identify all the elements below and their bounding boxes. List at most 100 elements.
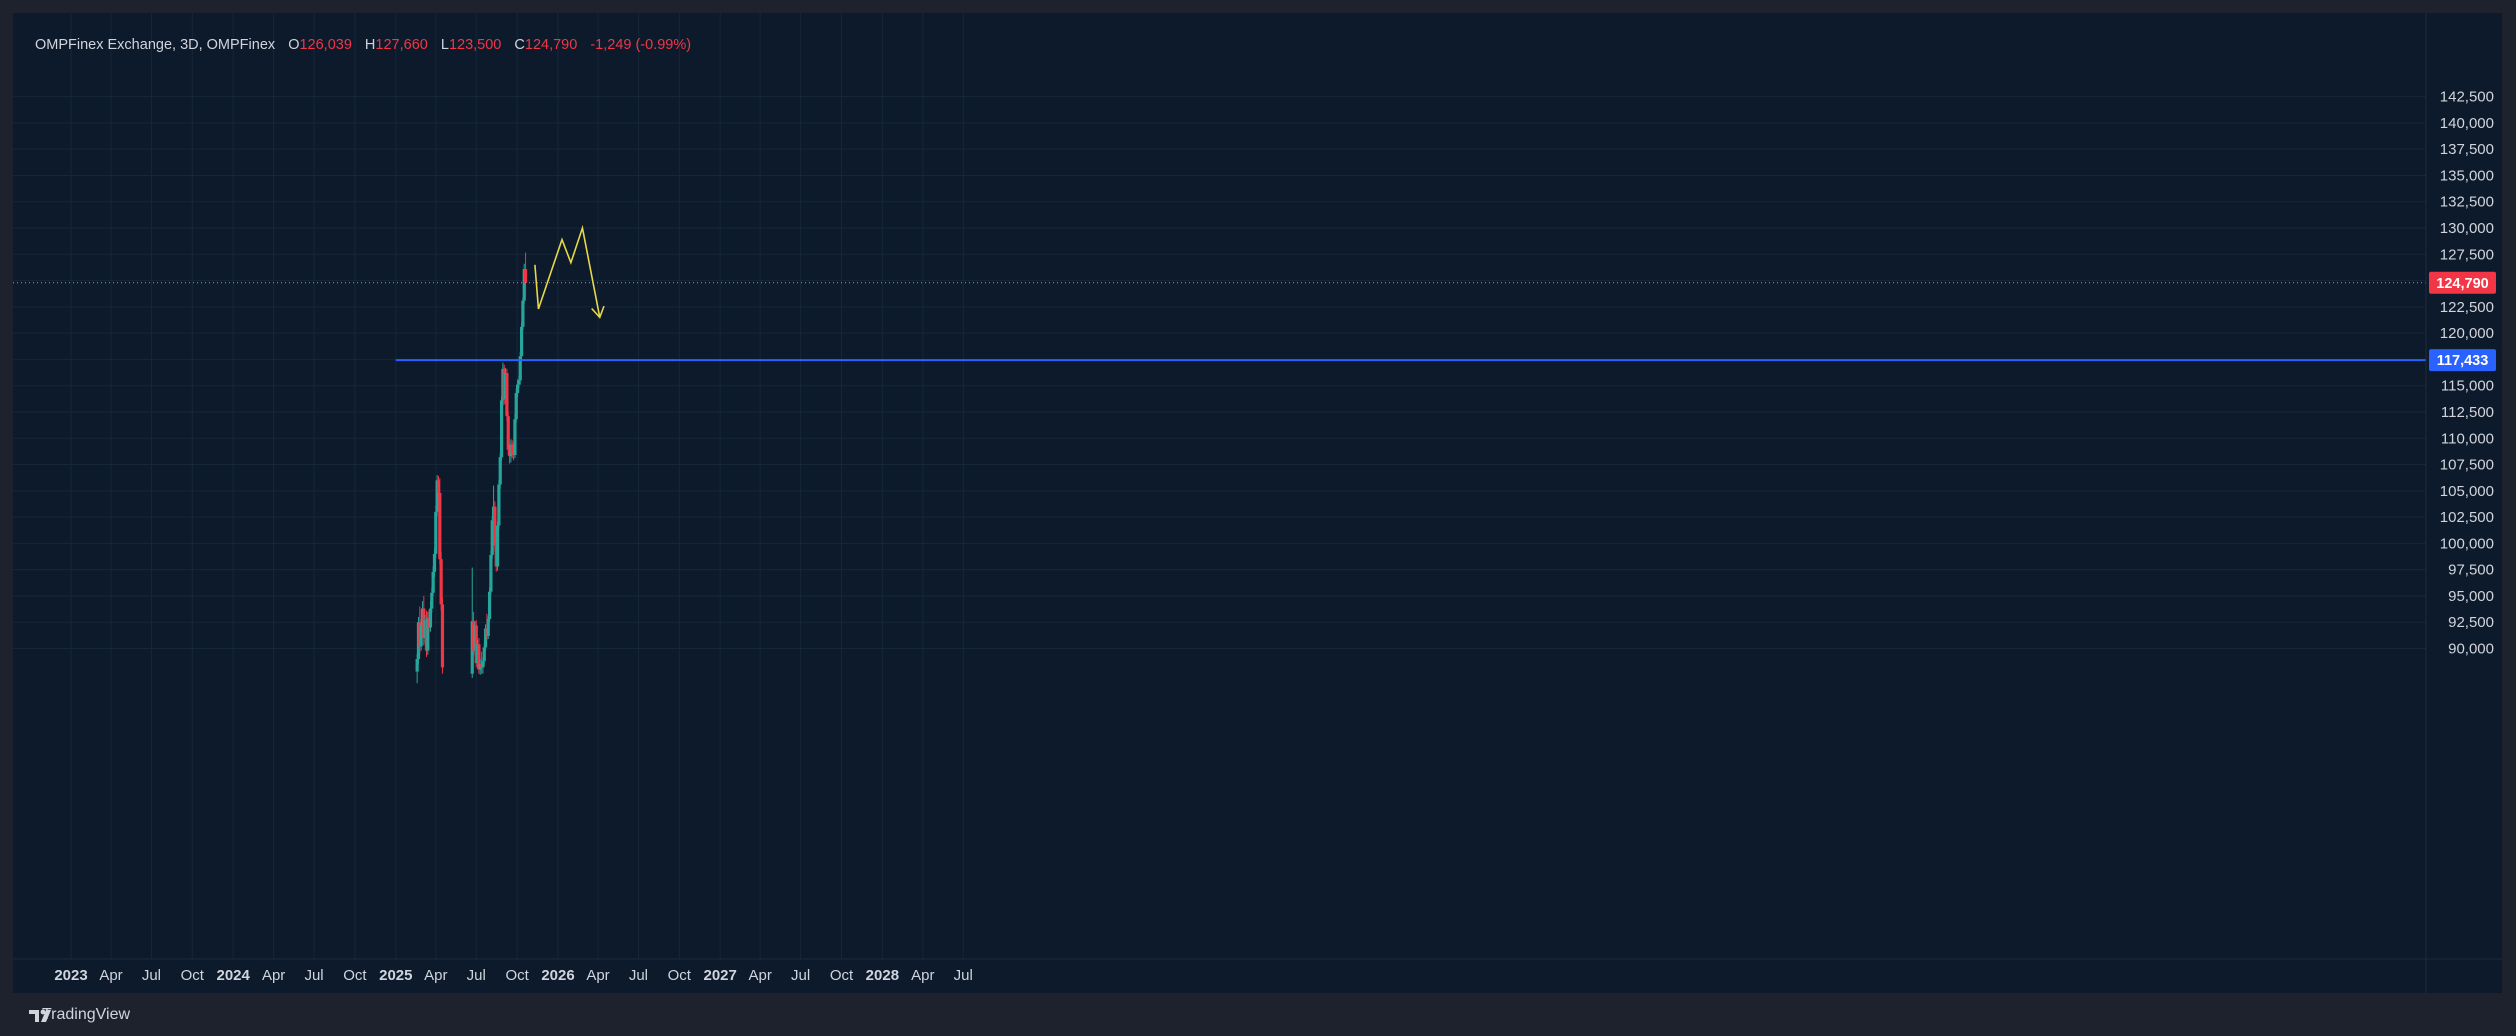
time-tick-label: Jul	[142, 967, 161, 984]
time-tick-label: Jul	[304, 967, 323, 984]
candle-body	[439, 559, 443, 605]
price-tick-label: 107,500	[2440, 457, 2494, 474]
time-tick-label: 2028	[866, 967, 899, 984]
price-tick-label: 110,000	[2441, 430, 2494, 447]
candle-body	[521, 300, 525, 327]
candle-body	[434, 511, 438, 554]
price-tick-label: 95,000	[2448, 588, 2494, 605]
projection-drawing[interactable]	[534, 224, 605, 319]
price-tick-label: 130,000	[2440, 220, 2494, 237]
price-tick-label: 120,000	[2440, 325, 2494, 342]
projection-path[interactable]	[534, 224, 601, 318]
time-tick-label: Oct	[343, 967, 367, 984]
candle-body	[440, 604, 445, 668]
candle-body	[428, 608, 433, 628]
candle-body	[493, 506, 497, 546]
candle-body	[506, 416, 510, 450]
candle-body	[483, 628, 488, 648]
time-tick-label: 2025	[379, 967, 412, 984]
tradingview-logo-icon[interactable]	[13, 1008, 73, 1024]
candle-body	[435, 480, 439, 512]
price-tick-label: 100,000	[2440, 535, 2494, 552]
price-tick-label: 122,500	[2440, 299, 2494, 316]
time-tick-label: Jul	[467, 967, 486, 984]
candle-body	[490, 520, 494, 555]
time-tick-label: Oct	[830, 967, 854, 984]
candle-body	[495, 525, 500, 567]
candle-body	[499, 400, 504, 458]
price-tick-label: 112,500	[2441, 404, 2494, 421]
candle-body	[426, 618, 430, 651]
price-tick-label: 127,500	[2440, 246, 2494, 263]
price-tick-label: 92,500	[2448, 614, 2494, 631]
time-tick-label: 2026	[541, 967, 574, 984]
price-badges: 124,790 117,433	[2429, 271, 2496, 372]
candle-body	[432, 553, 437, 572]
time-tick-label: Oct	[181, 967, 205, 984]
price-tick-label: 132,500	[2440, 194, 2494, 211]
price-tick-label: 90,000	[2448, 641, 2494, 658]
time-tick-label: Oct	[668, 967, 692, 984]
candle-body	[436, 480, 441, 493]
change-value: -1,249 (-0.99%)	[590, 37, 692, 53]
price-lines	[13, 282, 2426, 362]
candle-body	[513, 419, 517, 456]
candle-body	[438, 492, 442, 560]
last-price-badge-label: 124,790	[2436, 276, 2488, 292]
time-tick-label: 2024	[216, 967, 250, 984]
price-tick-label: 140,000	[2440, 115, 2494, 132]
high-label: H	[364, 37, 376, 53]
chart-frame[interactable]: 142,500 140,000 137,500 135,000 132,500 130,0…	[13, 13, 2502, 993]
candle-body	[514, 393, 518, 420]
footer-bar	[0, 996, 2516, 1036]
time-tick-label: Apr	[749, 967, 772, 984]
time-tick-label: Apr	[424, 967, 447, 984]
time-tick-label: Apr	[262, 967, 285, 984]
last-price-badge	[2429, 271, 2496, 294]
time-tick-label: 2027	[703, 967, 736, 984]
candle-body	[487, 591, 492, 620]
low-label: L	[440, 37, 449, 53]
time-tick-label: Apr	[99, 967, 122, 984]
candle-body	[482, 647, 486, 662]
symbol-title[interactable]: OMPFinex Exchange, 3D, OMPFinex	[35, 37, 276, 53]
projection-arrowhead	[591, 305, 605, 319]
candle-body	[522, 268, 526, 301]
candle-body	[518, 356, 522, 381]
price-tick-label: 135,000	[2440, 167, 2494, 184]
candle-body	[515, 384, 520, 394]
price-tick-label: 115,000	[2441, 378, 2494, 395]
price-tick-label: 142,500	[2440, 89, 2494, 106]
candle-body	[431, 571, 435, 593]
price-tick-label: 137,500	[2440, 141, 2494, 158]
time-tick-label: Jul	[629, 967, 648, 984]
tradingview-label[interactable]: TradingView	[42, 1006, 131, 1023]
candle-body	[477, 644, 481, 670]
price-tick-label: 97,500	[2448, 562, 2494, 579]
symbol-legend: OMPFinex Exchange, 3D, OMPFinex O126,039…	[35, 37, 691, 53]
candle-body	[505, 373, 509, 417]
low-value: 123,500	[448, 37, 502, 53]
price-axis-background	[2426, 13, 2502, 993]
close-label: C	[514, 37, 525, 53]
time-tick-label: 2023	[54, 967, 87, 984]
high-value: 127,660	[375, 37, 428, 53]
time-tick-label: Oct	[505, 967, 529, 984]
time-tick-label: Jul	[954, 967, 973, 984]
candle-body	[523, 268, 528, 283]
time-axis[interactable]: 2023 Apr Jul Oct 2024 Apr Jul Oct 2025 Apr Jul Oct 2…	[13, 958, 2502, 984]
candlestick-chart[interactable]: 142,500 140,000 137,500 135,000 132,500 130,0…	[13, 13, 2502, 993]
candle-body	[486, 619, 490, 636]
price-axis[interactable]: 142,500 140,000 137,500 135,000 132,500 130,0…	[2425, 13, 2502, 993]
open-value: 126,039	[299, 37, 352, 53]
candle-body	[489, 554, 493, 592]
candle-body	[430, 592, 434, 609]
time-tick-label: Apr	[911, 967, 934, 984]
time-tick-label: Jul	[791, 967, 810, 984]
chart-grid	[13, 13, 2426, 959]
candle-body	[510, 444, 514, 453]
candle-body	[497, 484, 501, 526]
support-price-badge	[2429, 349, 2496, 372]
open-label: O	[288, 37, 300, 53]
time-tick-label: Apr	[586, 967, 609, 984]
